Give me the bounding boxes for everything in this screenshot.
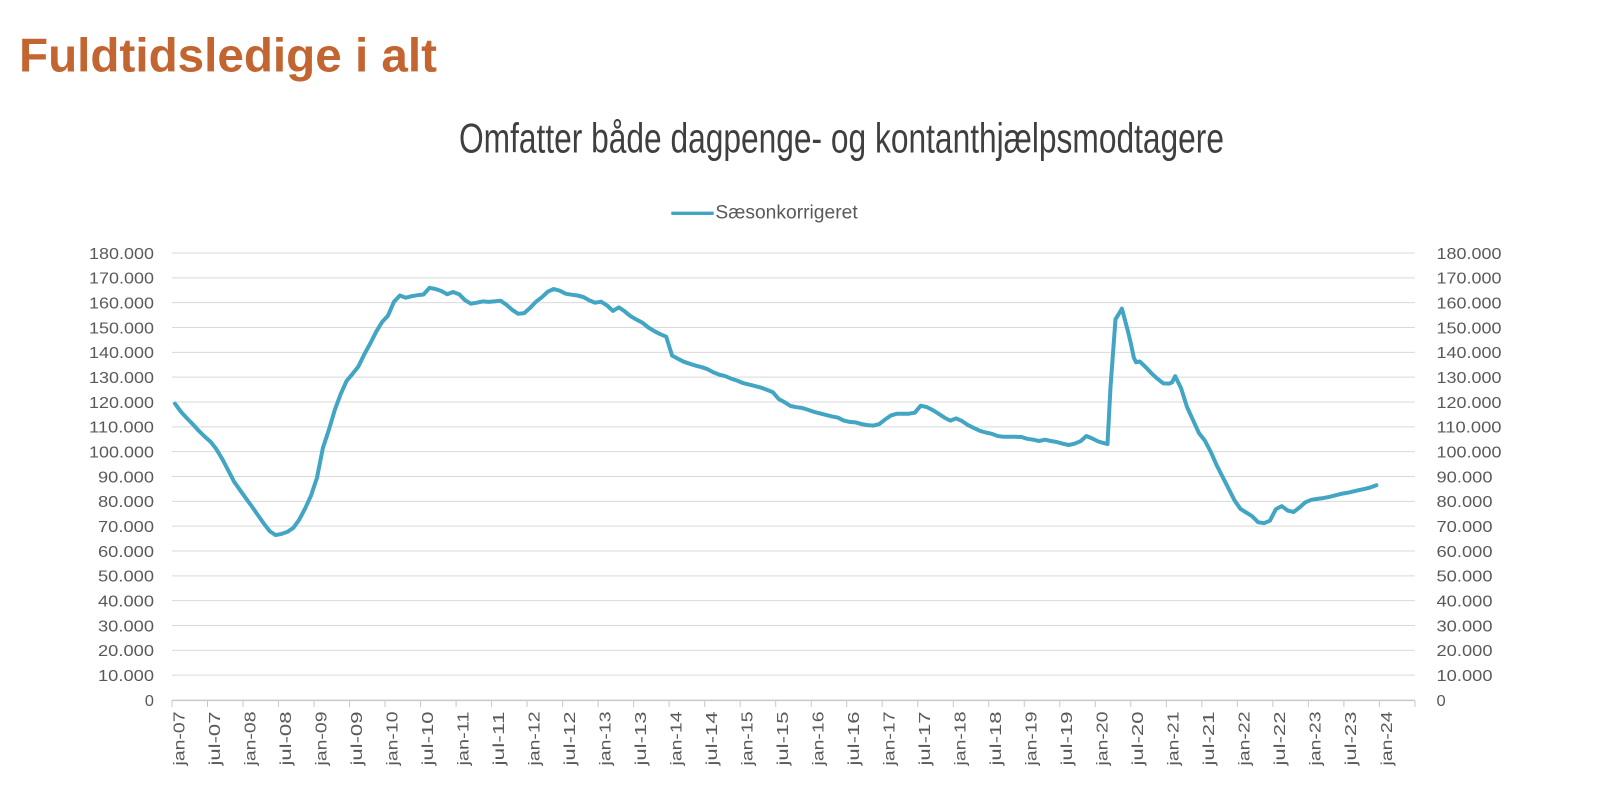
svg-text:jul-07: jul-07: [207, 711, 224, 767]
svg-text:jan-13: jan-13: [598, 711, 615, 766]
svg-text:160.000: 160.000: [89, 295, 154, 312]
svg-text:140.000: 140.000: [1437, 345, 1502, 362]
svg-text:jul-19: jul-19: [1059, 711, 1076, 767]
svg-text:jul-20: jul-20: [1130, 711, 1147, 767]
svg-text:160.000: 160.000: [1437, 295, 1502, 312]
svg-text:jan-08: jan-08: [242, 711, 259, 766]
svg-text:120.000: 120.000: [1437, 395, 1502, 412]
svg-text:jul-09: jul-09: [349, 711, 366, 767]
svg-text:90.000: 90.000: [1437, 469, 1493, 486]
svg-text:0: 0: [145, 693, 154, 710]
svg-text:jul-21: jul-21: [1201, 711, 1218, 767]
svg-text:jan-10: jan-10: [384, 711, 401, 766]
svg-text:Omfatter både dagpenge- og kon: Omfatter både dagpenge- og kontanthjælps…: [459, 115, 1224, 162]
svg-text:90.000: 90.000: [98, 469, 154, 486]
svg-text:170.000: 170.000: [1437, 271, 1502, 288]
svg-text:jul-23: jul-23: [1343, 711, 1360, 767]
svg-text:jan-16: jan-16: [811, 711, 828, 766]
svg-text:jul-15: jul-15: [775, 711, 792, 767]
svg-text:jan-14: jan-14: [669, 711, 686, 766]
svg-text:120.000: 120.000: [89, 395, 154, 412]
svg-text:jan-22: jan-22: [1237, 711, 1254, 766]
svg-text:Fuldtidsledige i alt: Fuldtidsledige i alt: [19, 29, 437, 82]
svg-text:140.000: 140.000: [89, 345, 154, 362]
svg-text:180.000: 180.000: [1437, 246, 1502, 263]
svg-text:100.000: 100.000: [1437, 444, 1502, 461]
svg-text:jan-19: jan-19: [1024, 711, 1041, 766]
svg-text:130.000: 130.000: [89, 370, 154, 387]
svg-text:40.000: 40.000: [1437, 593, 1493, 610]
svg-text:20.000: 20.000: [98, 643, 154, 660]
svg-text:jan-11: jan-11: [455, 711, 472, 766]
svg-text:60.000: 60.000: [1437, 544, 1493, 561]
svg-text:80.000: 80.000: [1437, 494, 1493, 511]
svg-text:60.000: 60.000: [98, 544, 154, 561]
svg-text:jan-15: jan-15: [740, 711, 757, 766]
svg-text:jan-17: jan-17: [882, 711, 899, 766]
svg-text:jan-07: jan-07: [171, 711, 188, 766]
svg-text:jul-11: jul-11: [491, 711, 508, 767]
svg-text:jul-14: jul-14: [704, 711, 721, 767]
svg-text:50.000: 50.000: [1437, 569, 1493, 586]
svg-text:100.000: 100.000: [89, 444, 154, 461]
svg-text:jul-22: jul-22: [1272, 711, 1289, 767]
svg-text:110.000: 110.000: [1437, 420, 1502, 437]
svg-text:jan-20: jan-20: [1095, 711, 1112, 766]
svg-text:180.000: 180.000: [89, 246, 154, 263]
svg-text:jan-09: jan-09: [313, 711, 330, 766]
svg-text:50.000: 50.000: [98, 569, 154, 586]
svg-text:jan-21: jan-21: [1166, 711, 1183, 766]
svg-text:70.000: 70.000: [98, 519, 154, 536]
svg-text:jan-18: jan-18: [953, 711, 970, 766]
svg-text:40.000: 40.000: [98, 593, 154, 610]
svg-text:jul-10: jul-10: [420, 711, 437, 767]
svg-text:jul-17: jul-17: [917, 711, 934, 767]
svg-text:jan-12: jan-12: [526, 711, 543, 766]
svg-text:110.000: 110.000: [89, 420, 154, 437]
svg-text:150.000: 150.000: [1437, 320, 1502, 337]
svg-text:0: 0: [1437, 693, 1446, 710]
svg-text:150.000: 150.000: [89, 320, 154, 337]
svg-text:jan-23: jan-23: [1308, 711, 1325, 766]
svg-text:10.000: 10.000: [1437, 668, 1493, 685]
svg-text:70.000: 70.000: [1437, 519, 1493, 536]
svg-text:130.000: 130.000: [1437, 370, 1502, 387]
svg-text:10.000: 10.000: [98, 668, 154, 685]
svg-text:170.000: 170.000: [89, 271, 154, 288]
svg-text:30.000: 30.000: [1437, 618, 1493, 635]
svg-text:Sæsonkorrigeret: Sæsonkorrigeret: [715, 202, 858, 223]
svg-text:jul-16: jul-16: [846, 711, 863, 767]
svg-text:20.000: 20.000: [1437, 643, 1493, 660]
svg-text:jul-12: jul-12: [562, 711, 579, 767]
svg-text:jul-08: jul-08: [278, 711, 295, 767]
svg-text:jul-13: jul-13: [633, 711, 650, 767]
svg-text:30.000: 30.000: [98, 618, 154, 635]
svg-text:80.000: 80.000: [98, 494, 154, 511]
svg-text:jan-24: jan-24: [1379, 711, 1396, 766]
svg-text:jul-18: jul-18: [988, 711, 1005, 767]
